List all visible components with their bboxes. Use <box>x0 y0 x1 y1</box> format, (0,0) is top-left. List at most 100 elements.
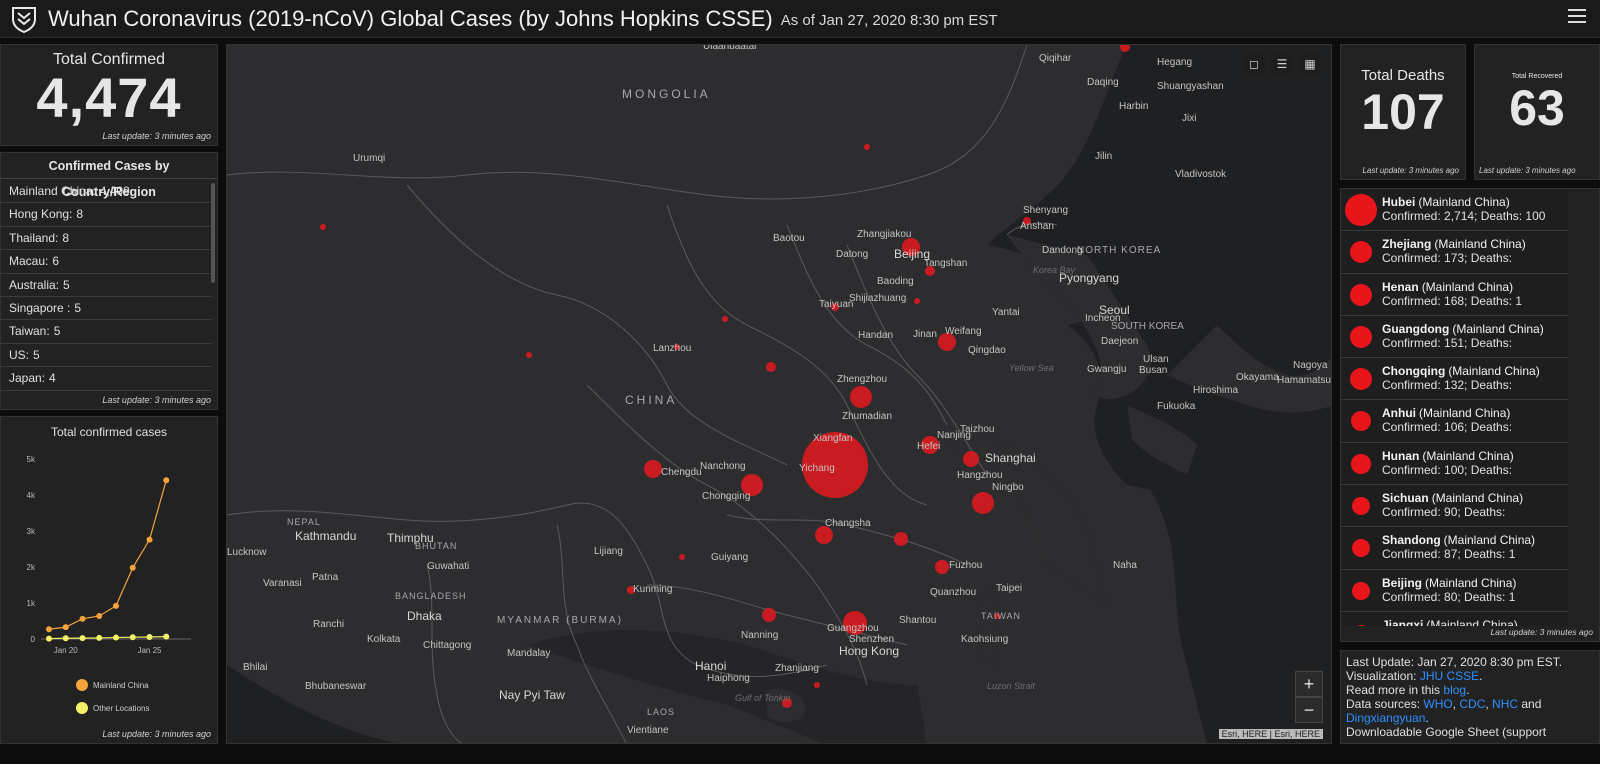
city-label: Shenzhen <box>849 634 895 645</box>
data-point[interactable] <box>113 602 119 609</box>
case-marker[interactable] <box>762 608 776 622</box>
legend-list-icon[interactable]: ☰ <box>1271 53 1293 75</box>
hamburger-menu-icon[interactable] <box>1568 9 1586 25</box>
case-marker[interactable] <box>814 682 820 688</box>
case-marker[interactable] <box>644 460 662 478</box>
country-row[interactable]: Australia: 5 <box>1 274 212 297</box>
nhc-link[interactable]: NHC <box>1492 697 1519 711</box>
zoom-in-button[interactable]: + <box>1295 671 1323 697</box>
province-row[interactable]: Zhejiang (Mainland China) Confirmed: 173; … <box>1341 231 1568 274</box>
province-row[interactable]: Anhui (Mainland China) Confirmed: 106; Dea… <box>1341 400 1568 443</box>
who-link[interactable]: WHO <box>1423 697 1453 711</box>
bookmark-icon[interactable]: ◻ <box>1243 53 1265 75</box>
province-stats: Confirmed: 168; Deaths: 1 <box>1382 293 1523 308</box>
country-row[interactable]: Hong Kong: 8 <box>1 203 212 227</box>
case-marker[interactable] <box>766 362 776 372</box>
case-marker[interactable] <box>864 144 870 150</box>
city-label: Zhangjiakou <box>857 229 912 240</box>
country-row[interactable]: Mainland China: 4,409 <box>1 180 212 204</box>
city-label: Guiyang <box>711 552 749 563</box>
province-row[interactable]: Henan (Mainland China) Confirmed: 168; Dea… <box>1341 273 1568 316</box>
province-row[interactable]: Jiangxi (Mainland China) <box>1341 611 1568 626</box>
case-marker[interactable] <box>935 560 949 574</box>
case-marker[interactable] <box>894 532 908 546</box>
case-marker[interactable] <box>914 298 920 304</box>
last-update-text: Last update: 3 minutes ago <box>1362 166 1459 175</box>
province-row[interactable]: Chongqing (Mainland China) Confirmed: 132;… <box>1341 358 1568 401</box>
data-point[interactable] <box>129 634 136 641</box>
data-point[interactable] <box>113 634 119 641</box>
case-marker[interactable] <box>815 526 833 544</box>
country-row[interactable]: US: 5 <box>1 344 212 368</box>
data-point[interactable] <box>146 536 153 543</box>
city-label: Quanzhou <box>930 587 977 598</box>
data-point[interactable] <box>62 624 69 631</box>
case-marker[interactable] <box>674 344 680 350</box>
city-label: Mandalay <box>507 648 551 659</box>
country-row[interactable]: Thailand: 8 <box>1 227 212 251</box>
data-point[interactable] <box>46 626 52 633</box>
city-label: Zhanjiang <box>775 663 819 674</box>
country-list-scrollbar[interactable] <box>211 183 215 283</box>
data-point[interactable] <box>96 634 103 641</box>
data-point[interactable] <box>96 612 103 619</box>
data-point[interactable] <box>79 615 86 622</box>
case-marker[interactable] <box>921 436 939 454</box>
case-marker[interactable] <box>741 474 763 496</box>
jhu-csse-link[interactable]: JHU CSSE <box>1419 669 1480 683</box>
case-marker[interactable] <box>925 266 935 276</box>
case-marker[interactable] <box>831 303 839 311</box>
data-point[interactable] <box>46 635 52 642</box>
country-row[interactable]: Japan: 4 <box>1 367 212 391</box>
data-point[interactable] <box>146 634 153 641</box>
data-point[interactable] <box>62 635 69 642</box>
case-marker[interactable] <box>963 451 979 467</box>
province-row[interactable]: Guangdong (Mainland China) Confirmed: 151;… <box>1341 315 1568 359</box>
y-tick-label: 3k <box>27 527 36 536</box>
data-point[interactable] <box>163 633 170 640</box>
case-marker[interactable] <box>1120 45 1130 52</box>
country-row[interactable]: Singapore :5 <box>1 297 212 321</box>
case-marker[interactable] <box>938 333 956 351</box>
province-region: (Mainland China) <box>1425 575 1517 590</box>
province-list[interactable]: Hubei (Mainland China) Confirmed: 2,714; D… <box>1341 189 1568 626</box>
case-marker[interactable] <box>850 386 872 408</box>
info-visualization: Visualization: JHU CSSE. <box>1346 669 1594 683</box>
data-point[interactable] <box>129 564 136 571</box>
province-row[interactable]: Beijing (Mainland China) Confirmed: 80; De… <box>1341 569 1568 612</box>
case-marker[interactable] <box>627 586 635 594</box>
province-row[interactable]: Hubei (Mainland China) Confirmed: 2,714; D… <box>1341 189 1568 232</box>
case-marker[interactable] <box>972 492 994 514</box>
case-marker[interactable] <box>320 224 326 230</box>
case-marker[interactable] <box>782 698 792 708</box>
zoom-out-button[interactable]: − <box>1295 697 1323 723</box>
case-marker[interactable] <box>994 613 1000 619</box>
data-point[interactable] <box>163 477 170 484</box>
province-row[interactable]: Sichuan (Mainland China) Confirmed: 90; De… <box>1341 485 1568 528</box>
case-marker[interactable] <box>843 611 867 635</box>
country-count: 6 <box>52 254 60 269</box>
case-marker[interactable] <box>1023 217 1031 225</box>
province-row[interactable]: Shandong (Mainland China) Confirmed: 87; D… <box>1341 527 1568 570</box>
case-marker[interactable] <box>802 432 868 498</box>
case-marker[interactable] <box>902 238 920 256</box>
blog-link[interactable]: blog <box>1443 683 1467 697</box>
map-attribution[interactable]: Esri, HERE | Esri, HERE <box>1218 729 1323 739</box>
case-marker[interactable] <box>722 316 728 322</box>
map-view[interactable]: MONGOLIA CHINA NORTH KOREA SOUTH KOREA NEPAL… <box>226 44 1332 744</box>
case-marker[interactable] <box>679 554 685 560</box>
data-point[interactable] <box>79 635 86 642</box>
basemap-gallery-icon[interactable]: ▦ <box>1299 53 1321 75</box>
province-row[interactable]: Hunan (Mainland China) Confirmed: 100; Dea… <box>1341 442 1568 486</box>
province-region: (Mainland China) <box>1434 237 1526 252</box>
dingxiangyuan-link[interactable]: Dingxiangyuan <box>1346 711 1426 725</box>
case-marker[interactable] <box>526 352 532 358</box>
cdc-link[interactable]: CDC <box>1459 697 1486 711</box>
country-border <box>556 524 627 743</box>
map-canvas[interactable] <box>227 45 1332 744</box>
country-list[interactable]: Mainland China: 4,409 Hong Kong: 8 Thailand:… <box>1 180 212 398</box>
country-row[interactable]: Taiwan: 5 <box>1 320 212 344</box>
city-label: Yantai <box>992 307 1020 318</box>
country-row[interactable]: Macau: 6 <box>1 250 212 274</box>
country-name: Japan: <box>9 371 46 386</box>
